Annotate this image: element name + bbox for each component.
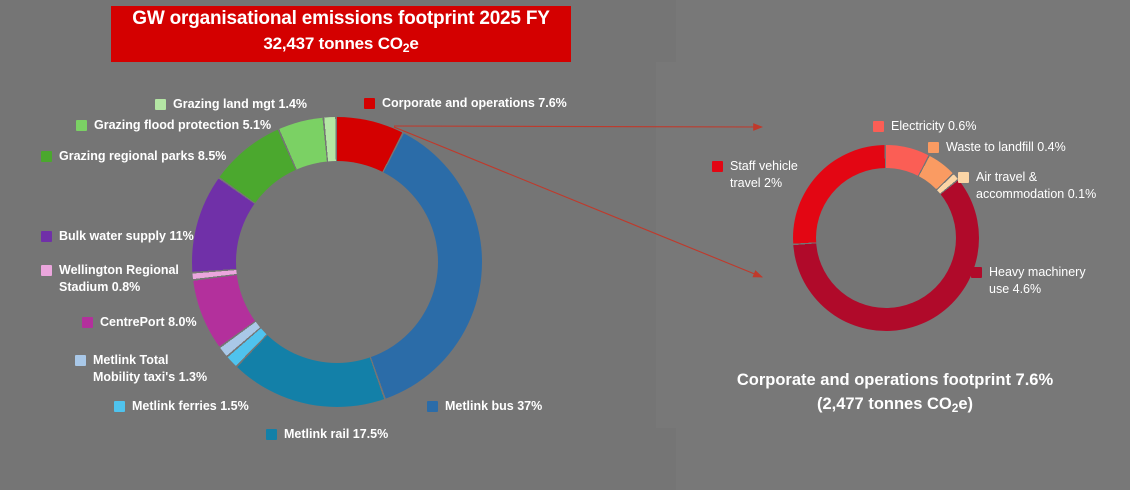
legend-swatch-icon [958, 172, 969, 183]
caption-tonnes-value: (2,477 tonnes CO [816, 395, 952, 413]
legend-item-metlink-rail[interactable]: Metlink rail 17.5% [266, 426, 388, 443]
legend-swatch-icon [75, 355, 86, 366]
legend-swatch-icon [928, 142, 939, 153]
legend-item-corporate-and-operations[interactable]: Corporate and operations 7.6% [364, 95, 567, 112]
chart-title-banner: GW organisational emissions footprint 20… [111, 6, 571, 62]
donut-right-hole [816, 168, 956, 308]
legend-swatch-icon [712, 161, 723, 172]
legend-label: Waste to landfill 0.4% [946, 140, 1066, 154]
donut-left-hole [236, 161, 438, 363]
legend-item-grazing-regional-parks[interactable]: Grazing regional parks 8.5% [41, 148, 226, 165]
legend-swatch-icon [155, 99, 166, 110]
title-co2-suffix: e [409, 34, 419, 54]
legend-item-metlink-total-mobility-taxis[interactable]: Metlink Total Mobility taxi's 1.3% [75, 352, 207, 386]
title-co2-subscript: 2 [402, 41, 410, 56]
legend-swatch-icon [364, 98, 375, 109]
caption-co2-suffix: e) [958, 395, 974, 413]
legend-item-grazing-flood-protection[interactable]: Grazing flood protection 5.1% [76, 117, 271, 134]
legend-label: Metlink Total Mobility taxi's 1.3% [93, 353, 208, 384]
legend-label: Grazing regional parks 8.5% [59, 149, 227, 163]
title-line-1: GW organisational emissions footprint 20… [132, 8, 550, 30]
legend-label: Air travel & accommodation 0.1% [976, 170, 1097, 201]
legend-item-metlink-bus[interactable]: Metlink bus 37% [427, 398, 542, 415]
legend-swatch-icon [76, 120, 87, 131]
legend-swatch-icon [427, 401, 438, 412]
legend-label: Metlink bus 37% [445, 399, 543, 413]
legend-label: Metlink ferries 1.5% [132, 399, 249, 413]
legend-label: Grazing land mgt 1.4% [173, 97, 308, 111]
legend-item-metlink-ferries[interactable]: Metlink ferries 1.5% [114, 398, 249, 415]
legend-item-waste-to-landfill[interactable]: Waste to landfill 0.4% [928, 139, 1066, 156]
right-chart-caption: Corporate and operations footprint 7.6% … [660, 368, 1130, 420]
organisational-emissions-donut[interactable] [192, 117, 482, 407]
legend-label: Grazing flood protection 5.1% [94, 118, 272, 132]
legend-item-centreport[interactable]: CentrePort 8.0% [82, 314, 197, 331]
caption-line-1: Corporate and operations footprint 7.6% [736, 371, 1054, 389]
legend-item-heavy-machinery-use[interactable]: Heavy machinery use 4.6% [971, 264, 1086, 298]
caption-co2-subscript: 2 [951, 400, 959, 415]
title-tonnes-value: 32,437 tonnes CO [263, 34, 403, 54]
background-panel-top [676, 0, 1130, 62]
legend-item-grazing-land-mgt[interactable]: Grazing land mgt 1.4% [155, 96, 307, 113]
legend-label: Corporate and operations 7.6% [382, 96, 567, 110]
legend-swatch-icon [82, 317, 93, 328]
legend-item-wellington-regional-stadium[interactable]: Wellington Regional Stadium 0.8% [41, 262, 179, 296]
legend-swatch-icon [41, 231, 52, 242]
legend-swatch-icon [873, 121, 884, 132]
legend-swatch-icon [41, 151, 52, 162]
legend-label: Staff vehicle travel 2% [730, 159, 798, 190]
caption-line-2: (2,477 tonnes CO2e) [660, 392, 1130, 420]
legend-swatch-icon [971, 267, 982, 278]
legend-item-electricity[interactable]: Electricity 0.6% [873, 118, 976, 135]
legend-label: CentrePort 8.0% [100, 315, 197, 329]
legend-swatch-icon [114, 401, 125, 412]
title-line-2: 32,437 tonnes CO2e [263, 31, 419, 61]
background-panel-bottom [676, 428, 1130, 490]
legend-item-staff-vehicle-travel[interactable]: Staff vehicle travel 2% [712, 158, 798, 192]
corporate-operations-donut[interactable] [793, 145, 979, 331]
legend-label: Bulk water supply 11% [59, 229, 194, 243]
legend-swatch-icon [41, 265, 52, 276]
legend-swatch-icon [266, 429, 277, 440]
legend-label: Metlink rail 17.5% [284, 427, 389, 441]
legend-item-air-travel-accommodation[interactable]: Air travel & accommodation 0.1% [958, 169, 1096, 203]
legend-label: Heavy machinery use 4.6% [989, 265, 1086, 296]
legend-item-bulk-water-supply[interactable]: Bulk water supply 11% [41, 228, 194, 245]
legend-label: Wellington Regional Stadium 0.8% [59, 263, 179, 294]
legend-label: Electricity 0.6% [891, 119, 977, 133]
